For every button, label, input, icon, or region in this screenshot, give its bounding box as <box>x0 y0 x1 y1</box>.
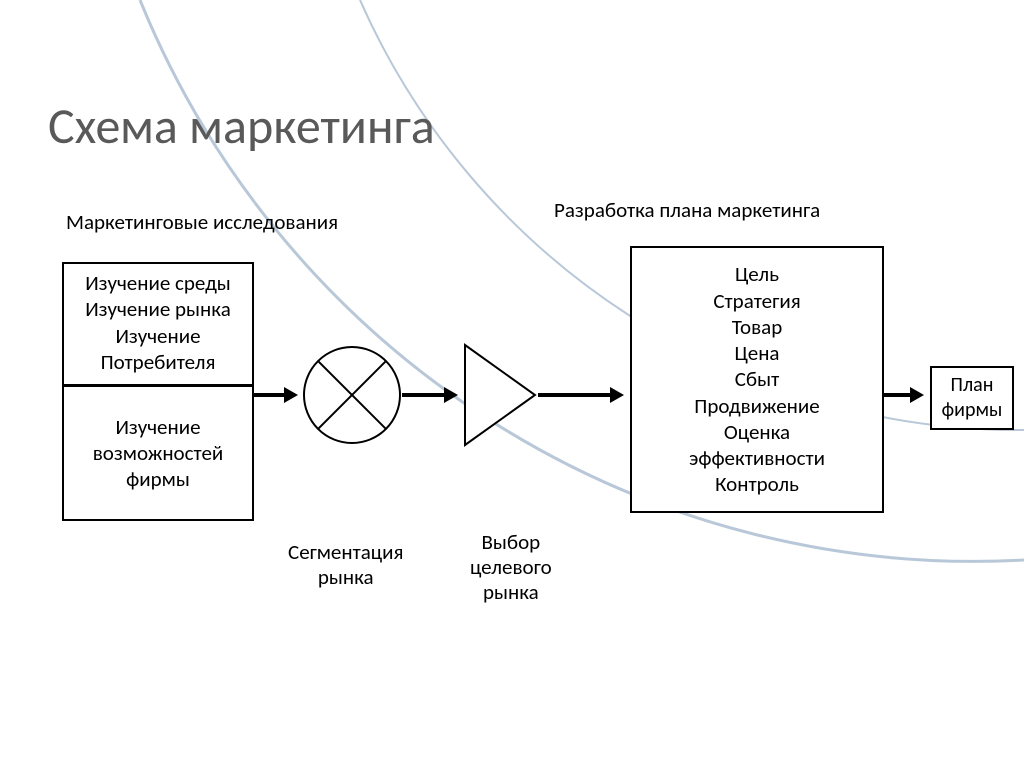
box-research: Изучение средыИзучение рынкаИзучениеПотр… <box>62 262 254 521</box>
label-segmentation-l2: рынка <box>318 564 374 590</box>
label-segmentation: Сегментация рынка <box>288 540 403 590</box>
label-plan-development: Разработка плана маркетинга <box>554 198 820 223</box>
box-research-bottom: Изучениевозможностейфирмы <box>64 414 252 493</box>
label-target-l2: целевого <box>470 554 552 580</box>
box-plan-components: ЦельСтратегияТоварЦенаСбытПродвижениеОце… <box>630 246 884 513</box>
label-target-l1: Выбор <box>481 529 540 555</box>
label-segmentation-l1: Сегментация <box>288 539 403 565</box>
target-triangle-icon <box>465 345 535 445</box>
box-research-divider <box>64 384 252 387</box>
page-title: Схема маркетинга <box>48 96 435 157</box>
label-target-l3: рынка <box>483 579 539 605</box>
label-target-market: Выбор целевого рынка <box>470 530 552 606</box>
decorative-arcs <box>140 0 1024 561</box>
segmentation-symbol <box>304 347 400 443</box>
box-research-top: Изучение средыИзучение рынкаИзучениеПотр… <box>64 270 252 375</box>
label-research: Маркетинговые исследования <box>66 210 338 235</box>
box-company-plan: Планфирмы <box>930 366 1014 430</box>
slide: Схема маркетинга Маркетинговые исследова… <box>0 0 1024 767</box>
